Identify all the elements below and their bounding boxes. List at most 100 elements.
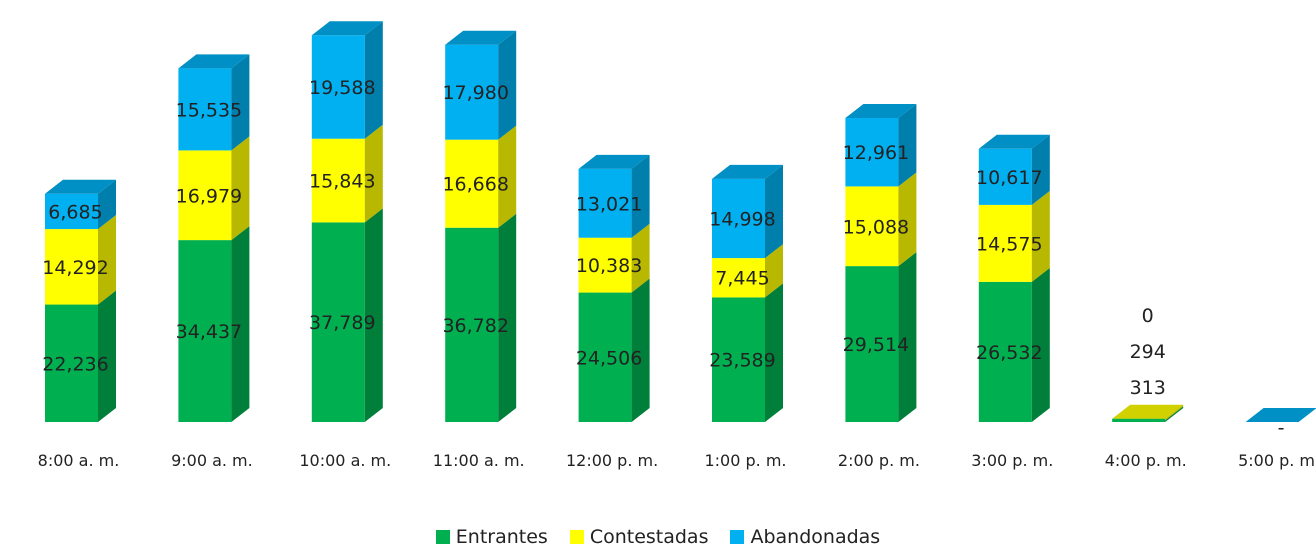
bar-contestadas-2-side — [364, 124, 383, 223]
legend-item-contestadas: Contestadas — [569, 526, 709, 548]
label-entrantes-7: 26,532 — [976, 342, 1042, 364]
label-contestadas-6: 15,088 — [843, 216, 909, 238]
bar-top-0 — [45, 179, 116, 194]
label-contestadas-4: 10,383 — [576, 255, 642, 277]
bar-abandonadas-1-side — [231, 54, 250, 151]
bar-abandonadas-3 — [445, 44, 499, 140]
bar-entrantes-3 — [445, 227, 499, 422]
bar-abandonadas-5-side — [765, 164, 783, 259]
bar-entrantes-1 — [178, 240, 232, 422]
bar-abandonadas-0 — [45, 193, 98, 230]
bar-abandonadas-2 — [311, 35, 365, 139]
category-label-5: 1:00 p. m. — [704, 451, 786, 470]
category-label-3: 11:00 a. m. — [433, 451, 525, 470]
label-abandonadas-7: 10,617 — [976, 167, 1042, 189]
bar-contestadas-6 — [845, 186, 899, 267]
stacked-bar-chart: 22,236 14,292 6,685 8:00 a. m. 34,437 16,979 1… — [38, 21, 1316, 470]
category-label-9: 5:00 p. m. — [1238, 451, 1316, 470]
label-contestadas-2: 15,843 — [309, 171, 375, 193]
legend-item-abandonadas: Abandonadas — [730, 526, 880, 548]
label-contestadas-0: 14,292 — [42, 257, 108, 279]
bar-abandonadas-4 — [578, 168, 632, 238]
category-label-2: 10:00 a. m. — [299, 451, 391, 470]
bar-entrantes-0 — [45, 304, 98, 422]
category-label-7: 3:00 p. m. — [971, 451, 1053, 470]
legend-swatch-entrantes — [435, 530, 450, 544]
category-label-0: 8:00 a. m. — [38, 451, 120, 470]
bar-entrantes-3-side — [498, 213, 517, 422]
label-entrantes-1: 34,437 — [176, 321, 242, 343]
bar-entrantes-6 — [845, 266, 899, 422]
chart-legend: Entrantes Contestadas Abandonadas — [0, 526, 1316, 548]
bar-contestadas-1-side — [231, 136, 250, 241]
label-entrantes-2: 37,789 — [309, 312, 375, 334]
bar-entrantes-1-side — [231, 226, 250, 422]
bar-entrantes-2-side — [364, 208, 383, 422]
bar-entrantes-4-side — [631, 278, 650, 422]
label-contestadas-1: 16,979 — [176, 185, 242, 207]
bar-top-7 — [978, 134, 1050, 149]
label-abandonadas-8: 0 — [1142, 305, 1154, 327]
bar-top-3 — [445, 30, 517, 45]
bar-entrantes-5-side — [765, 283, 783, 422]
bar-abandonadas-5 — [712, 178, 765, 259]
bar-contestadas-3 — [445, 139, 499, 228]
bar-contestadas-4 — [578, 237, 632, 293]
bar-abandonadas-6-side — [898, 103, 917, 187]
category-label-1: 9:00 a. m. — [171, 451, 253, 470]
bar-abandonadas-2-side — [364, 21, 383, 139]
bar-contestadas-4-side — [631, 223, 650, 293]
bar-top-8 — [1112, 404, 1184, 419]
category-label-8: 4:00 p. m. — [1105, 451, 1187, 470]
label-entrantes-0: 22,236 — [42, 353, 108, 375]
legend-label-contestadas: Contestadas — [589, 526, 709, 548]
label-contestadas-7: 14,575 — [976, 233, 1042, 255]
bar-top-4 — [578, 154, 650, 169]
bar-contestadas-3-side — [498, 125, 517, 228]
bar-entrantes-2 — [311, 222, 365, 422]
bar-entrantes-4 — [578, 292, 632, 422]
bar-abandonadas-3-side — [498, 30, 517, 140]
bar-abandonadas-1 — [178, 68, 232, 151]
bar-contestadas-0-side — [98, 215, 116, 305]
bar-entrantes-8-side — [1165, 406, 1184, 422]
legend-swatch-contestadas — [569, 530, 584, 544]
label-entrantes-3: 36,782 — [442, 315, 508, 337]
bar-abandonadas-7 — [978, 148, 1032, 205]
legend-label-entrantes: Entrantes — [455, 526, 548, 548]
category-label-6: 2:00 p. m. — [838, 451, 920, 470]
bar-abandonadas-4-side — [631, 154, 650, 238]
bar-abandonadas-6 — [845, 117, 899, 187]
label-contestadas-3: 16,668 — [442, 174, 508, 196]
bar-abandonadas-0-side — [98, 179, 116, 230]
bar-top-2 — [311, 21, 383, 36]
legend-item-entrantes: Entrantes — [435, 526, 548, 548]
label-entrantes-4: 24,506 — [576, 347, 642, 369]
bar-contestadas-5 — [712, 258, 765, 298]
label-abandonadas-0: 6,685 — [48, 201, 102, 223]
label-abandonadas-1: 15,535 — [176, 99, 242, 121]
bar-entrantes-6-side — [898, 252, 917, 422]
label-abandonadas-5: 14,998 — [709, 208, 775, 230]
label-entrantes-9: - — [1278, 417, 1285, 439]
label-abandonadas-6: 12,961 — [843, 142, 909, 164]
bar-contestadas-7-side — [1031, 190, 1050, 282]
label-contestadas-8: 294 — [1130, 341, 1166, 363]
label-entrantes-8: 313 — [1130, 377, 1166, 399]
bar-entrantes-0-side — [98, 290, 116, 422]
bar-top-1 — [178, 54, 250, 69]
legend-label-abandonadas: Abandonadas — [750, 526, 881, 548]
category-label-4: 12:00 p. m. — [566, 451, 658, 470]
bar-entrantes-7-side — [1031, 267, 1050, 422]
label-abandonadas-4: 13,021 — [576, 193, 642, 215]
label-entrantes-5: 23,589 — [709, 350, 775, 372]
bar-contestadas-8-side — [1165, 404, 1184, 421]
label-abandonadas-2: 19,588 — [309, 77, 375, 99]
bar-entrantes-7 — [978, 281, 1032, 422]
bar-contestadas-0 — [45, 229, 98, 305]
bar-top-9 — [1245, 408, 1316, 422]
label-entrantes-6: 29,514 — [843, 334, 909, 356]
bar-top-6 — [845, 103, 917, 118]
bar-contestadas-2 — [311, 138, 365, 223]
bar-contestadas-7 — [978, 204, 1032, 282]
